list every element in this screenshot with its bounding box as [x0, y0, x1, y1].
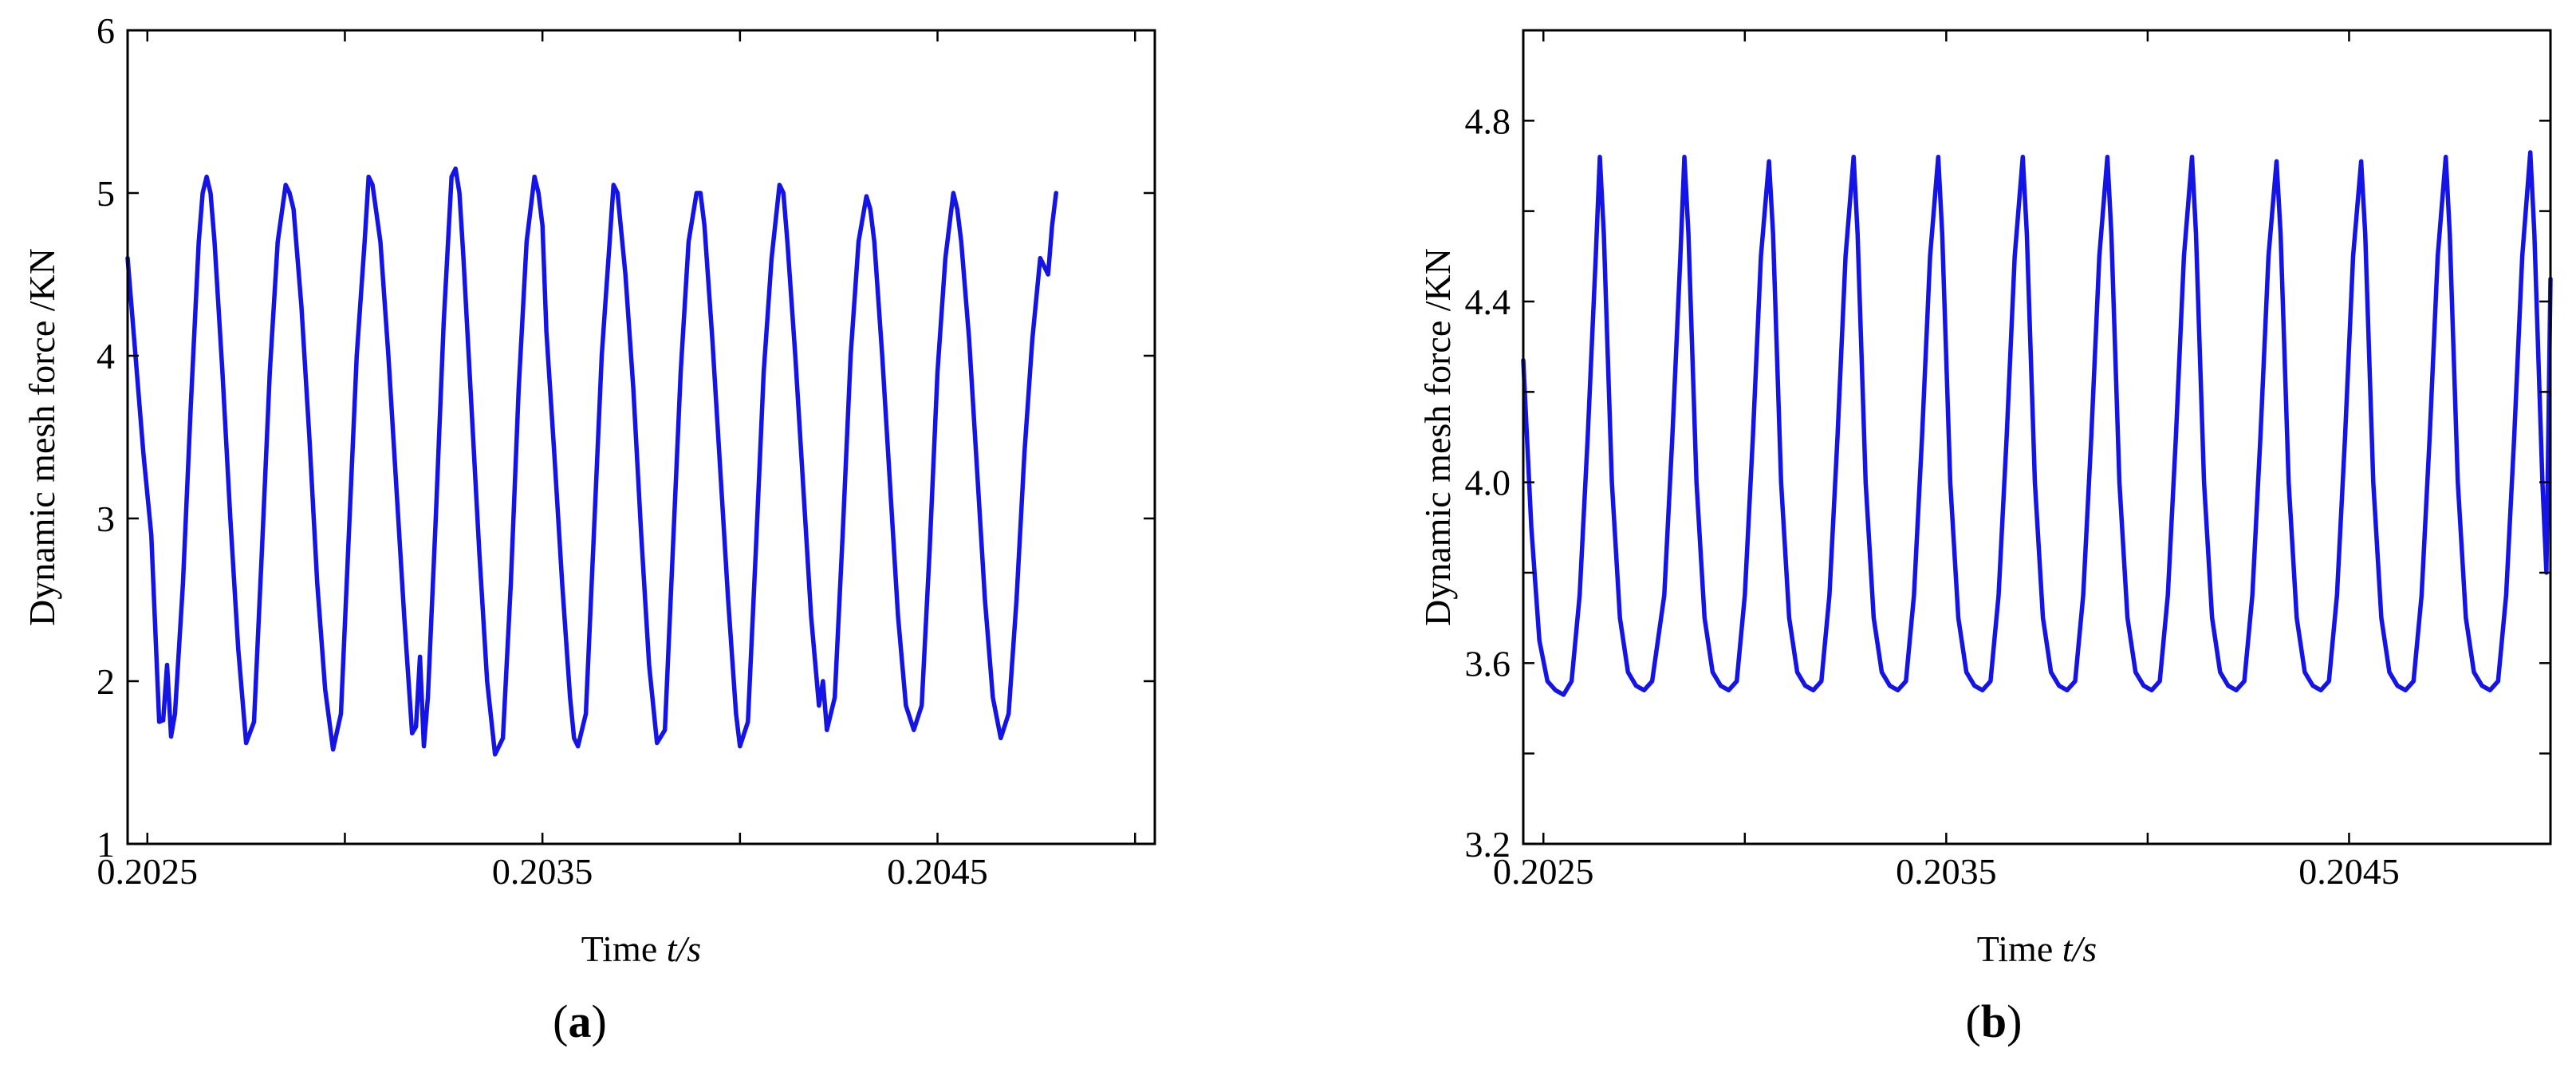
chart-b-y-tick-label: 3.6 [1465, 643, 1511, 684]
chart-b-y-tick-label: 4.8 [1465, 100, 1511, 141]
chart-b-panel-label: (b) [1966, 995, 2023, 1047]
chart-b-x-tick-label: 0.2025 [1493, 851, 1594, 892]
chart-b-x-tick-label: 0.2045 [2298, 851, 2400, 892]
chart-b-y-tick-label: 3.2 [1465, 824, 1511, 865]
chart-b-y-axis-label: Dynamic mesh force /KN [1417, 248, 1458, 626]
chart-b-marks [1521, 150, 2553, 697]
chart-b-series-line-0 [1521, 150, 2553, 697]
chart-a-series-line-0 [125, 166, 1058, 757]
chart-b-frame [1522, 29, 2552, 845]
chart-b-ticks: 0.2025 0.2035 0.2045 3.2 3.6 4.0 4.4 4.8 [1465, 29, 2552, 892]
chart-b-x-tick-label: 0.2035 [1896, 851, 1997, 892]
chart-a-y-tick-label: 2 [97, 661, 115, 702]
chart-a-y-axis-label: Dynamic mesh force /KN [22, 248, 62, 626]
chart-a-y-tick-label: 3 [97, 499, 115, 539]
chart-b-y-tick-label: 4.0 [1465, 463, 1511, 503]
chart-a-x-tick-label: 0.2035 [492, 851, 593, 892]
chart-panel-a: 0.2025 0.2035 0.2045 1 2 3 4 5 6 Time t/s Dynami… [22, 10, 1156, 1047]
chart-b-y-tick-label: 4.4 [1465, 282, 1511, 322]
chart-a-panel-label: (a) [553, 995, 607, 1047]
chart-a-frame [126, 29, 1156, 845]
chart-panel-b: 0.2025 0.2035 0.2045 3.2 3.6 4.0 4.4 4.8 Time t… [1417, 29, 2553, 1047]
chart-a-ticks: 0.2025 0.2035 0.2045 1 2 3 4 5 6 [97, 10, 1155, 892]
chart-a-y-tick-label: 6 [97, 10, 115, 51]
chart-a-x-axis-label: Time t/s [581, 928, 701, 969]
chart-a-y-tick-label: 4 [97, 336, 115, 376]
chart-a-x-tick-label: 0.2045 [887, 851, 988, 892]
chart-a-y-tick-label: 5 [97, 173, 115, 214]
chart-a-marks [125, 166, 1058, 757]
chart-a-y-tick-label: 1 [97, 824, 115, 865]
chart-a-x-tick-label: 0.2025 [97, 851, 199, 892]
chart-b-x-axis-label: Time t/s [1977, 928, 2097, 969]
